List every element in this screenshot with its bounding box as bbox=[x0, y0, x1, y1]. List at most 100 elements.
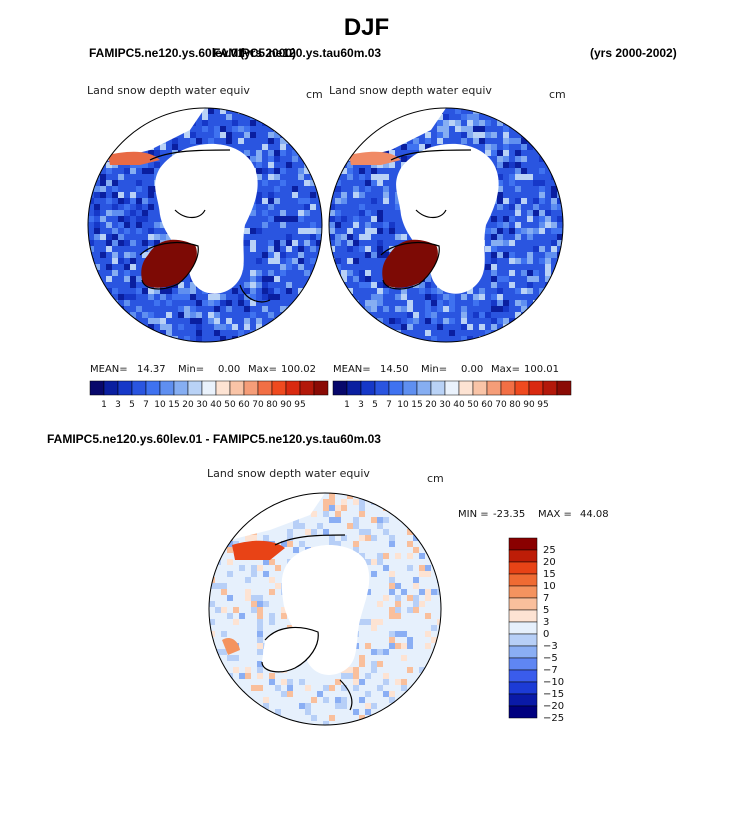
diff-colorbar-tick-13: −20 bbox=[543, 701, 564, 712]
diff-colorbar-tick-0: 25 bbox=[543, 545, 556, 556]
panel2-colorbar-tick-1: 3 bbox=[358, 400, 364, 410]
panel1-colorbar-swatch-16 bbox=[313, 380, 329, 396]
diff-colorbar-swatch-4 bbox=[508, 585, 538, 599]
panel2-mean-label: MEAN= bbox=[333, 364, 371, 375]
panel2-colorbar-swatch-8 bbox=[444, 380, 460, 396]
panel2-variable-title: Land snow depth water equiv bbox=[329, 84, 492, 97]
panel1-max-value: 100.02 bbox=[281, 364, 316, 375]
diff-colorbar-tick-8: −3 bbox=[543, 641, 558, 652]
panel2-colorbar-tick-8: 40 bbox=[453, 400, 465, 410]
diff-colorbar-tick-1: 20 bbox=[543, 557, 556, 568]
panel2-mean-value: 14.50 bbox=[380, 364, 409, 375]
case-title-b: FAMIPC5.ne120.ys.tau60m.03 bbox=[213, 46, 382, 60]
panel2-colorbar: 1 3 5 7 10 15 20 30 40 50 60 70 80 90 95 bbox=[332, 380, 572, 410]
case-years-a: (yrs 2000) bbox=[240, 46, 297, 60]
panel2-colorbar-swatch-16 bbox=[556, 380, 572, 396]
diff-min-value: -23.35 bbox=[493, 509, 526, 520]
diff-colorbar-swatch-12 bbox=[508, 681, 538, 695]
diff-colorbar-tick-4: 7 bbox=[543, 593, 549, 604]
diff-max-label: MAX = bbox=[538, 509, 572, 520]
diff-colorbar-swatch-13 bbox=[508, 693, 538, 707]
panel2-colorbar-swatch-1 bbox=[346, 380, 362, 396]
diff-colorbar-swatch-5 bbox=[508, 597, 538, 611]
panel2-max-value: 100.01 bbox=[524, 364, 559, 375]
diff-colorbar-tick-7: 0 bbox=[543, 629, 549, 640]
panel2-greenland bbox=[382, 239, 438, 288]
panel1-colorbar-swatch-4 bbox=[145, 380, 161, 396]
panel1-colorbar-swatch-6 bbox=[173, 380, 189, 396]
panel2-colorbar-tick-13: 90 bbox=[523, 400, 535, 410]
diff-colorbar-tick-9: −5 bbox=[543, 653, 558, 664]
panel2-colorbar-swatch-3 bbox=[374, 380, 390, 396]
panel1-colorbar: 1 3 5 7 10 15 20 30 40 50 60 70 80 90 95 bbox=[89, 380, 329, 410]
diff-colorbar-tick-10: −7 bbox=[543, 665, 558, 676]
panel1-colorbar-swatch-14 bbox=[285, 380, 301, 396]
diff-title: FAMIPC5.ne120.ys.60lev.01 - FAMIPC5.ne12… bbox=[47, 432, 381, 446]
diff-colorbar-tick-12: −15 bbox=[543, 689, 564, 700]
panel2-colorbar-tick-7: 30 bbox=[439, 400, 451, 410]
panel1-colorbar-swatch-9 bbox=[215, 380, 231, 396]
panel2-colorbar-swatch-10 bbox=[472, 380, 488, 396]
panel1-mean-label: MEAN= bbox=[90, 364, 128, 375]
panel1-colorbar-tick-8: 40 bbox=[210, 400, 222, 410]
panel1-min-value: 0.00 bbox=[218, 364, 241, 375]
panel1-colorbar-tick-1: 3 bbox=[115, 400, 121, 410]
panel1-colorbar-swatch-8 bbox=[201, 380, 217, 396]
diff-max-value: 44.08 bbox=[580, 509, 609, 520]
panel1-colorbar-tick-11: 70 bbox=[252, 400, 264, 410]
panel1-colorbar-tick-3: 7 bbox=[143, 400, 149, 410]
panel2-colorbar-swatch-9 bbox=[458, 380, 474, 396]
panel2-colorbar-tick-14: 95 bbox=[537, 400, 548, 410]
panel2-colorbar-tick-5: 15 bbox=[411, 400, 422, 410]
panel1-colorbar-tick-14: 95 bbox=[294, 400, 305, 410]
panel2-colorbar-tick-11: 70 bbox=[495, 400, 507, 410]
diff-variable-title: Land snow depth water equiv bbox=[207, 467, 370, 480]
diff-min-label: MIN = bbox=[458, 509, 489, 520]
panel2-colorbar-swatch-2 bbox=[360, 380, 376, 396]
diff-colorbar-swatch-7 bbox=[508, 621, 538, 635]
panel1-colorbar-swatch-11 bbox=[243, 380, 259, 396]
diff-colorbar-tick-6: 3 bbox=[543, 617, 549, 628]
panel1-colorbar-swatch-1 bbox=[103, 380, 119, 396]
diff-colorbar-swatch-3 bbox=[508, 573, 538, 587]
panel1-colorbar-tick-0: 1 bbox=[101, 400, 107, 410]
panel1-colorbar-swatch-5 bbox=[159, 380, 175, 396]
panel2-colorbar-swatch-13 bbox=[514, 380, 530, 396]
panel2-colorbar-swatch-4 bbox=[388, 380, 404, 396]
diff-colorbar-swatch-1 bbox=[508, 549, 538, 563]
panel1-colorbar-tick-9: 50 bbox=[224, 400, 236, 410]
panel1-colorbar-tick-10: 60 bbox=[238, 400, 250, 410]
diff-colorbar-swatch-14 bbox=[508, 705, 538, 719]
panel1-colorbar-swatch-12 bbox=[257, 380, 273, 396]
panel2-colorbar-swatch-14 bbox=[528, 380, 544, 396]
panel1-colorbar-swatch-7 bbox=[187, 380, 203, 396]
panel1-colorbar-swatch-0 bbox=[89, 380, 105, 396]
panel2-min-label: Min= bbox=[421, 364, 448, 375]
diff-colorbar-swatch-11 bbox=[508, 669, 538, 683]
panel1-colorbar-tick-5: 15 bbox=[168, 400, 179, 410]
panel2-colorbar-tick-0: 1 bbox=[344, 400, 350, 410]
panel2-map bbox=[329, 108, 563, 342]
diff-colorbar-swatch-10 bbox=[508, 657, 538, 671]
panel1-mean-value: 14.37 bbox=[137, 364, 166, 375]
panel1-colorbar-swatch-2 bbox=[117, 380, 133, 396]
diff-colorbar-swatch-2 bbox=[508, 561, 538, 575]
diff-colorbar-tick-11: −10 bbox=[543, 677, 564, 688]
panel1-colorbar-swatch-10 bbox=[229, 380, 245, 396]
diff-colorbar-swatch-8 bbox=[508, 633, 538, 647]
diff-units: cm bbox=[427, 472, 444, 485]
panel2-colorbar-swatch-5 bbox=[402, 380, 418, 396]
panel1-colorbar-swatch-13 bbox=[271, 380, 287, 396]
panel1-colorbar-swatch-3 bbox=[131, 380, 147, 396]
panel2-colorbar-tick-4: 10 bbox=[397, 400, 409, 410]
case-years-b: (yrs 2000-2002) bbox=[590, 46, 677, 60]
page-title: DJF bbox=[343, 14, 390, 41]
panel2-min-value: 0.00 bbox=[461, 364, 484, 375]
panel1-colorbar-tick-13: 90 bbox=[280, 400, 292, 410]
panel1-map bbox=[88, 108, 322, 342]
panel1-variable-title: Land snow depth water equiv bbox=[87, 84, 250, 97]
diff-colorbar-tick-2: 15 bbox=[543, 569, 556, 580]
case-title-a: FAMIPC5.ne120.ys.60lev.01 bbox=[89, 46, 245, 60]
